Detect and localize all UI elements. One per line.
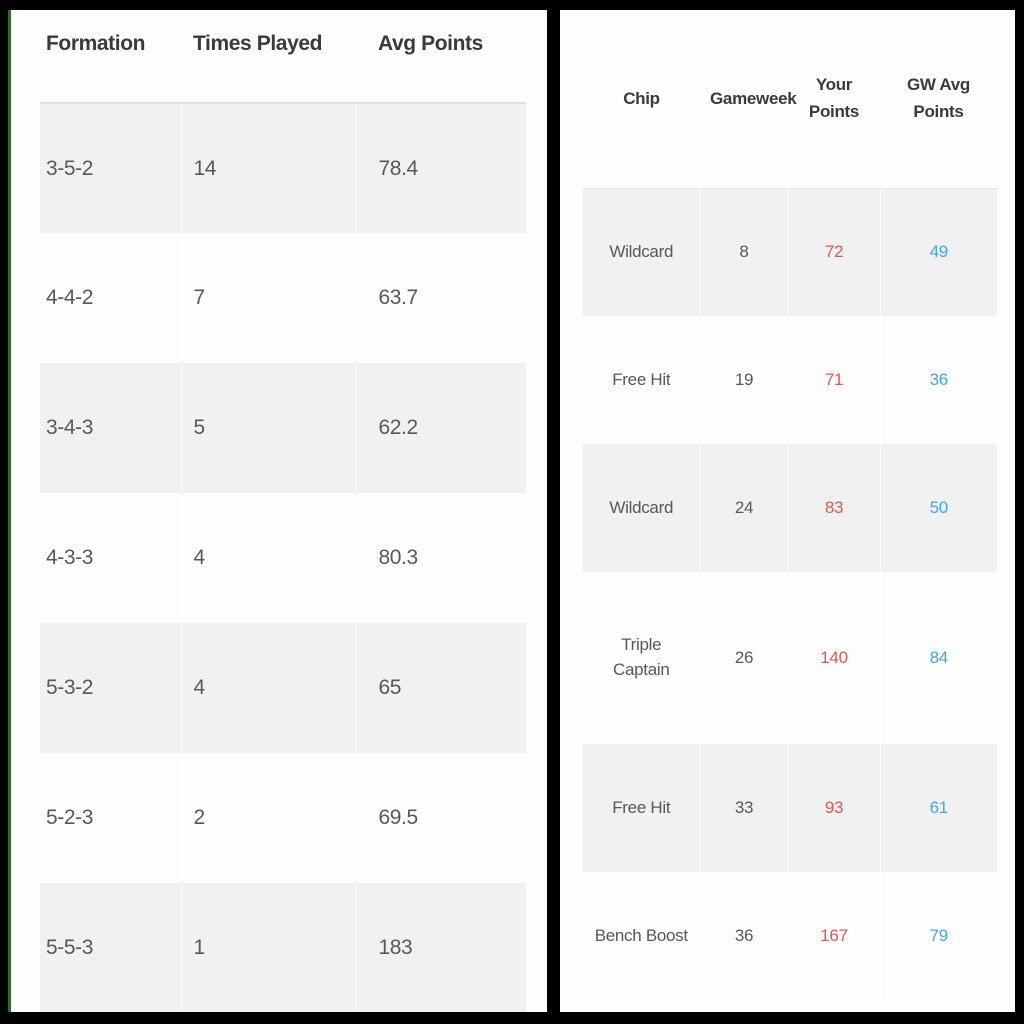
formation-table-row: 5-2-3 2 69.5	[40, 753, 526, 883]
formation-table-row: 3-4-3 5 62.2	[40, 363, 526, 493]
formation-table-row: 3-5-2 14 78.4	[40, 102, 526, 233]
formation-table-row: 5-3-2 4 65	[40, 623, 526, 753]
formation-cell: 4-3-3	[46, 546, 94, 569]
chip-cell: Free Hit	[583, 744, 700, 872]
gameweek-cell: 19	[699, 316, 788, 444]
chip-cell: Free Hit	[612, 369, 671, 389]
your-points-cell: 83	[787, 444, 880, 572]
times-played-cell: 1	[180, 883, 356, 1012]
gw-avg-points-cell: 84	[879, 572, 997, 744]
chips-table: Chip Gameweek Your Points GW Avg Points …	[583, 10, 997, 1000]
gameweek-cell: 24	[699, 444, 788, 572]
formation-table-row: 4-3-3 4 80.3	[40, 493, 526, 623]
gw-avg-points-cell: 49	[879, 187, 997, 316]
formation-cell: 3-4-3	[40, 363, 181, 493]
formation-cell: 4-4-2	[46, 286, 94, 309]
your-points-cell: 72	[787, 187, 880, 316]
chips-panel: Chip Gameweek Your Points GW Avg Points …	[560, 10, 1015, 1012]
chips-table-row: Wildcard 8 72 49	[583, 187, 997, 316]
column-header-gw-avg-points: GW Avg Points	[906, 75, 971, 121]
panel-divider	[547, 0, 560, 1024]
chips-table-body: Wildcard 8 72 49 Free Hit 19 71 36 Wildcard 24 83 5…	[583, 187, 997, 1000]
gw-avg-points-cell: 79	[879, 872, 997, 1000]
column-header-your-points: Your Points	[808, 75, 860, 121]
formation-panel: Formation Times Played Avg Points 3-5-2 1…	[11, 10, 547, 1012]
formation-header-row: Formation Times Played Avg Points	[40, 10, 526, 103]
times-played-cell: 5	[180, 363, 356, 493]
chip-cell: Wildcard	[583, 187, 700, 316]
avg-points-cell: 183	[355, 883, 526, 1012]
column-header-times-played: Times Played	[193, 32, 323, 55]
gw-avg-points-cell: 50	[879, 444, 997, 572]
avg-points-cell: 69.5	[355, 753, 526, 883]
gameweek-cell: 26	[699, 572, 788, 744]
times-played-cell: 4	[180, 623, 356, 753]
left-edge-green-stripe	[8, 10, 11, 1012]
avg-points-cell: 62.2	[355, 363, 526, 493]
column-header-avg-points: Avg Points	[378, 32, 483, 55]
avg-points-cell: 80.3	[355, 493, 526, 623]
chip-cell: Bench Boost	[594, 925, 688, 945]
chips-table-row: Free Hit 33 93 61	[583, 744, 997, 872]
chips-header-row: Chip Gameweek Your Points GW Avg Points	[583, 10, 997, 188]
avg-points-cell: 65	[355, 623, 526, 753]
gameweek-cell: 8	[699, 187, 788, 316]
chips-table-row: Wildcard 24 83 50	[583, 444, 997, 572]
chips-table-row: Triple Captain 26 140 84	[583, 572, 997, 744]
times-played-cell: 7	[180, 233, 356, 363]
chips-table-row: Free Hit 19 71 36	[583, 316, 997, 444]
formation-cell: 3-5-2	[40, 102, 181, 233]
formation-table-row: 5-5-3 1 183	[40, 883, 526, 1012]
gw-avg-points-cell: 61	[879, 744, 997, 872]
gameweek-cell: 33	[699, 744, 788, 872]
avg-points-cell: 78.4	[355, 102, 526, 233]
column-header-formation: Formation	[46, 32, 146, 55]
chip-cell: Triple Captain	[613, 635, 670, 679]
formation-table-row: 4-4-2 7 63.7	[40, 233, 526, 363]
times-played-cell: 14	[180, 102, 356, 233]
formation-cell: 5-3-2	[40, 623, 181, 753]
your-points-cell: 71	[787, 316, 880, 444]
your-points-cell: 93	[787, 744, 880, 872]
chips-table-row: Bench Boost 36 167 79	[583, 872, 997, 1000]
times-played-cell: 2	[180, 753, 356, 883]
formation-table-body: 3-5-2 14 78.4 4-4-2 7 63.7 3-4-3 5 62.2 4-3-3 4 80.…	[40, 102, 526, 1012]
formation-cell: 5-5-3	[40, 883, 181, 1012]
chip-cell: Wildcard	[583, 444, 700, 572]
avg-points-cell: 63.7	[355, 233, 526, 363]
times-played-cell: 4	[180, 493, 356, 623]
gw-avg-points-cell: 36	[879, 316, 997, 444]
formation-cell: 5-2-3	[46, 806, 94, 829]
gameweek-cell: 36	[699, 872, 788, 1000]
formation-table: Formation Times Played Avg Points 3-5-2 1…	[40, 10, 526, 1012]
your-points-cell: 167	[787, 872, 880, 1000]
column-header-gameweek: Gameweek	[710, 88, 797, 108]
your-points-cell: 140	[787, 572, 880, 744]
column-header-chip: Chip	[623, 88, 660, 108]
